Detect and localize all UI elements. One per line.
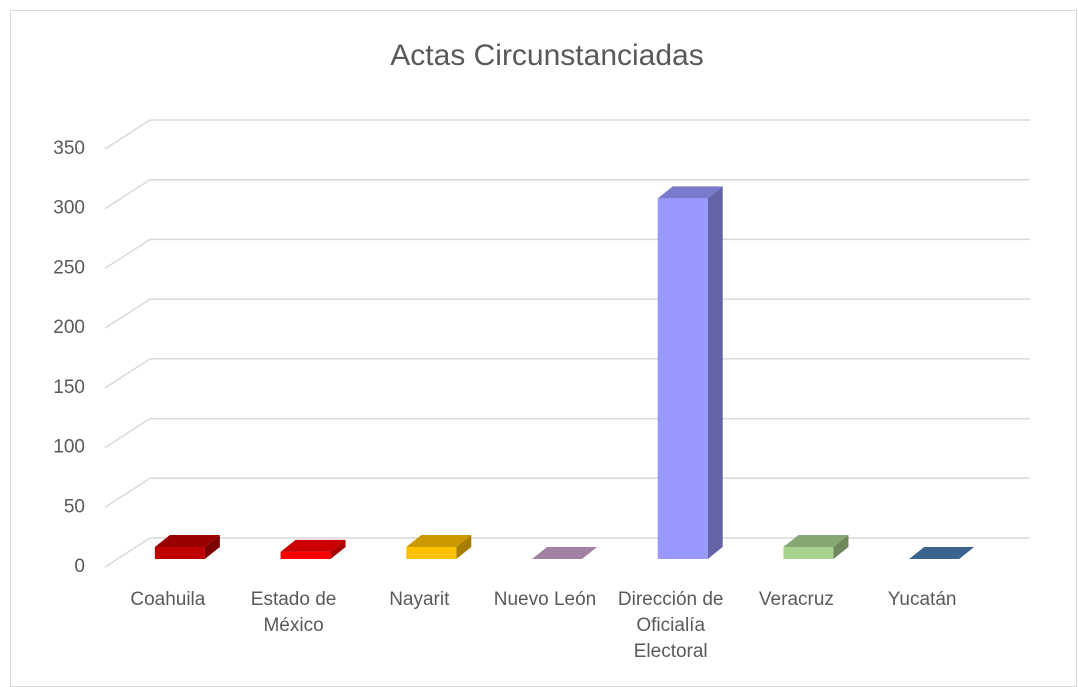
y-tick-label: 100 bbox=[53, 437, 85, 458]
chart-border bbox=[10, 10, 1077, 687]
bar bbox=[154, 535, 220, 559]
grid-line-side bbox=[104, 477, 151, 508]
bar-top bbox=[154, 535, 220, 548]
bar-side bbox=[330, 539, 346, 559]
bar-top bbox=[909, 547, 975, 559]
bar-top bbox=[657, 186, 723, 199]
bar-top bbox=[280, 539, 346, 552]
y-tick-label: 200 bbox=[53, 317, 85, 338]
bar-side bbox=[204, 535, 220, 559]
bar-front bbox=[280, 551, 331, 559]
bar-side bbox=[456, 535, 472, 559]
bar-top bbox=[406, 535, 472, 548]
bar-side bbox=[833, 535, 849, 559]
grid-line-side bbox=[104, 537, 151, 568]
y-tick-label: 0 bbox=[74, 556, 85, 577]
grid-line-side bbox=[104, 358, 151, 389]
x-tick-label: Coahuila bbox=[130, 589, 206, 610]
x-tick-label: Nuevo León bbox=[493, 589, 597, 610]
y-tick-label: 150 bbox=[53, 377, 85, 398]
bar bbox=[783, 535, 849, 559]
x-tick-label: Estado de México bbox=[250, 589, 337, 636]
x-tick-label: Dirección de Oficialía Electoral bbox=[617, 589, 724, 662]
bar-top bbox=[532, 547, 597, 559]
grid-line-side bbox=[104, 238, 151, 270]
bar-top bbox=[783, 535, 849, 548]
chart-title: Actas Circunstanciadas bbox=[390, 39, 703, 72]
grid-line-side bbox=[104, 119, 151, 150]
bar bbox=[909, 547, 975, 559]
y-tick-label: 50 bbox=[64, 496, 85, 517]
bar bbox=[280, 539, 346, 559]
bar-front bbox=[783, 547, 834, 559]
y-tick-label: 350 bbox=[53, 138, 85, 159]
grid-line-side bbox=[104, 417, 151, 449]
bar bbox=[406, 535, 472, 559]
x-tick-label: Nayarit bbox=[389, 589, 450, 610]
bar-front bbox=[657, 198, 708, 559]
bar-front bbox=[154, 547, 205, 559]
bar-side bbox=[707, 186, 723, 559]
bar bbox=[532, 547, 597, 559]
grid-line-side bbox=[104, 298, 151, 329]
y-tick-label: 250 bbox=[53, 257, 85, 278]
x-tick-label: Yucatán bbox=[887, 589, 957, 610]
bar bbox=[657, 186, 723, 559]
x-tick-label: Veracruz bbox=[758, 589, 834, 610]
bar-front bbox=[406, 547, 457, 559]
y-tick-label: 300 bbox=[53, 198, 85, 219]
grid-line-side bbox=[104, 179, 151, 210]
